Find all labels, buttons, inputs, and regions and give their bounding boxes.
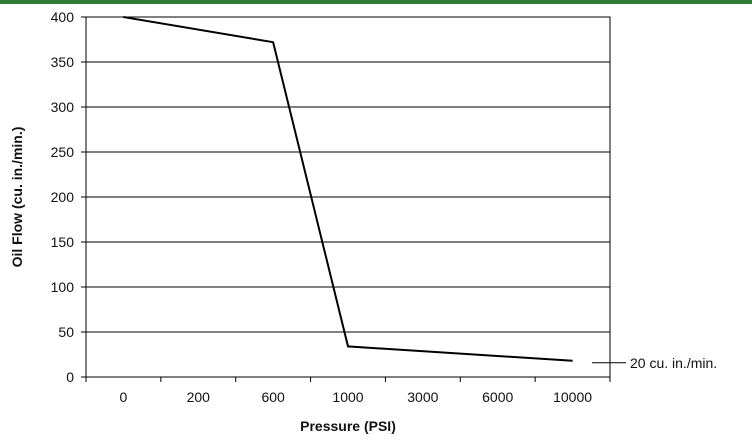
y-tick-label: 350: [51, 54, 75, 70]
y-tick-label: 200: [51, 189, 75, 205]
x-tick-label: 6000: [482, 389, 513, 405]
x-tick-label: 3000: [407, 389, 438, 405]
x-tick-label: 1000: [332, 389, 363, 405]
x-axis-label: Pressure (PSI): [300, 418, 396, 434]
y-tick-label: 100: [51, 279, 75, 295]
x-tick-label: 0: [120, 389, 128, 405]
y-axis-label: Oil Flow (cu. in./min.): [9, 127, 25, 268]
x-tick-label: 10000: [553, 389, 592, 405]
series-layer: [123, 16, 573, 362]
top-accent-bar: [0, 0, 752, 4]
series-line: [123, 16, 573, 362]
x-tick-label: 600: [261, 389, 285, 405]
x-axis-ticks: 0 200 600 1000 3000 6000 10000: [85, 377, 611, 405]
y-tick-label: 150: [51, 234, 75, 250]
y-tick-label: 50: [58, 324, 74, 340]
annotation-label: 20 cu. in./min.: [630, 355, 717, 371]
y-tick-label: 0: [66, 369, 74, 385]
x-tick-label: 200: [187, 389, 211, 405]
y-axis-ticks: 0 50 100 150 200 250 300 350 400: [51, 9, 86, 385]
y-tick-label: 400: [51, 9, 75, 25]
y-tick-label: 300: [51, 99, 75, 115]
gridlines: [86, 16, 610, 378]
annotations: 20 cu. in./min.: [592, 355, 717, 371]
y-tick-label: 250: [51, 144, 75, 160]
